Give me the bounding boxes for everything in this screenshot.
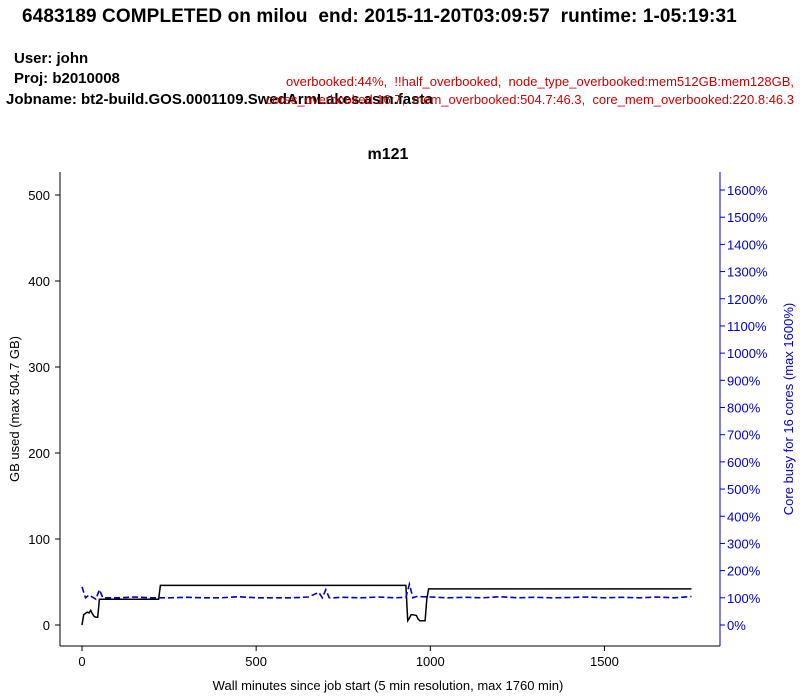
y-right-tick-label: 1200% xyxy=(727,292,768,307)
right-axis-ticks: 0% 100% 200% 300% 400% 500% 600% 700% 800% 900% 10… xyxy=(720,183,768,633)
y-axis-left-label: GB used (max 504.7 GB) xyxy=(7,336,22,482)
x-tick-label: 1000 xyxy=(416,654,445,669)
x-tick-label: 0 xyxy=(78,654,85,669)
x-tick-label: 1500 xyxy=(590,654,619,669)
y-right-tick-label: 700% xyxy=(727,428,761,443)
overbooked-flags-line1: overbooked:44%, !!half_overbooked, node_… xyxy=(285,74,794,89)
y-axis-right-label: Core busy for 16 cores (max 1600%) xyxy=(781,303,796,515)
y-right-tick-label: 500% xyxy=(727,482,761,497)
y-left-tick-label: 0 xyxy=(43,618,50,633)
y-right-tick-label: 400% xyxy=(727,509,761,524)
job-title: 6483189 COMPLETED on milou end: 2015-11-… xyxy=(22,6,737,27)
chart-title: m121 xyxy=(368,146,409,163)
y-right-tick-label: 300% xyxy=(727,536,761,551)
y-left-tick-label: 200 xyxy=(28,446,50,461)
y-right-tick-label: 900% xyxy=(727,373,761,388)
jobname-label: Jobname: bt2-build.GOS.0001109.SwedArmLa… xyxy=(6,91,433,108)
x-axis-label: Wall minutes since job start (5 min reso… xyxy=(213,678,564,693)
overbooked-flags-line2: cores_overbooked:16:7, mem_overbooked:50… xyxy=(265,92,794,107)
y-right-tick-label: 1500% xyxy=(727,210,768,225)
y-right-tick-label: 800% xyxy=(727,401,761,416)
series-memory-line xyxy=(81,584,692,626)
y-right-tick-label: 100% xyxy=(727,591,761,606)
y-left-tick-label: 500 xyxy=(28,188,50,203)
y-left-tick-label: 300 xyxy=(28,360,50,375)
series-layer xyxy=(81,581,692,626)
y-right-tick-label: 200% xyxy=(727,564,761,579)
x-axis-ticks: 0 500 1000 1500 xyxy=(78,646,619,669)
left-axis-ticks: 0 100 200 300 400 500 xyxy=(28,188,60,633)
y-right-tick-label: 1100% xyxy=(727,319,767,334)
y-right-tick-label: 1000% xyxy=(727,346,768,361)
y-left-tick-label: 100 xyxy=(28,532,50,547)
y-right-tick-label: 0% xyxy=(727,618,746,633)
user-label: User: john xyxy=(14,50,89,67)
y-right-tick-label: 1600% xyxy=(727,183,768,198)
y-right-tick-label: 1400% xyxy=(727,237,768,252)
y-right-tick-label: 1300% xyxy=(727,265,768,280)
y-right-tick-label: 600% xyxy=(727,455,761,470)
series-core-busy-line xyxy=(81,581,692,601)
y-left-tick-label: 400 xyxy=(28,274,50,289)
project-label: Proj: b2010008 xyxy=(14,70,120,87)
x-tick-label: 500 xyxy=(245,654,267,669)
